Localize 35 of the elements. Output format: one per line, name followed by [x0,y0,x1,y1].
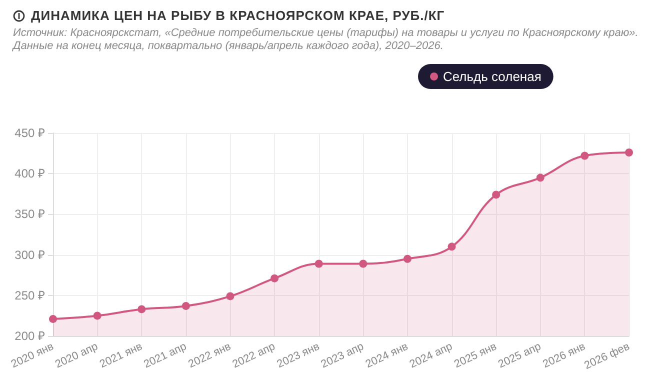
point [448,242,456,251]
y-tick-label: 350 ₽ [14,207,45,222]
y-tick-label: 450 ₽ [14,126,45,140]
y-tick-label: 250 ₽ [14,288,45,302]
point [93,312,102,320]
x-tick-label: 2023 янв [275,340,322,371]
x-tick-label: 2025 апр [496,340,543,371]
x-tick-label: 2024 апр [408,340,454,371]
point [359,260,368,268]
point [580,152,589,160]
legend-label: Сельдь соленая [443,69,542,84]
point [403,254,412,263]
point [49,314,57,323]
x-tick-label: 2022 янв [186,340,233,371]
chart-title: ДИНАМИКА ЦЕН НА РЫБУ В КРАСНОЯРСКОМ КРАЕ, РУБ./КГ [31,8,445,23]
point [138,305,146,314]
x-tick-label: 2021 янв [98,340,144,371]
point [314,260,323,268]
y-tick-label: 400 ₽ [14,166,45,181]
y-tick-label: 200 ₽ [14,329,45,343]
x-tick-label: 2023 апр [319,340,366,371]
x-tick-label: 2022 апр [230,340,278,371]
point [492,190,500,199]
point [536,174,544,182]
point [270,274,279,282]
point [182,302,190,310]
point [226,292,234,300]
x-tick-label: 2025 янв [452,340,499,371]
chart-subtitle: Источник: Красноярскстат, «Средние потребительские цены (тарифы) на товары и услуги по Красноярскому краю». Данные на конец месяца, поквартально (январь/апрель каждого года), 2020–2026. [13,27,640,53]
x-tick-label: 2020 апр [53,340,100,371]
x-tick-label: 2024 янв [364,340,410,371]
y-tick-label: 300 ₽ [14,248,45,262]
x-tick-label: 2021 апр [142,340,188,371]
x-tick-label: 2020 янв [9,340,56,371]
point [625,148,633,156]
